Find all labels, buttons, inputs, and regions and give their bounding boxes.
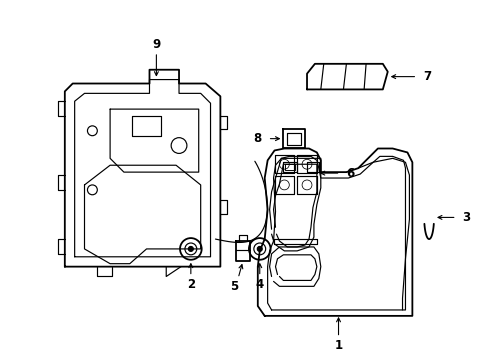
Text: 4: 4 [255, 278, 264, 291]
Text: 5: 5 [229, 280, 238, 293]
Text: 7: 7 [422, 70, 430, 83]
Text: 6: 6 [346, 167, 354, 180]
Circle shape [188, 247, 193, 251]
Text: 9: 9 [152, 38, 160, 51]
Circle shape [257, 247, 262, 251]
Text: 8: 8 [253, 132, 262, 145]
Text: 3: 3 [462, 211, 469, 224]
Text: 2: 2 [186, 278, 195, 291]
Text: 1: 1 [334, 339, 342, 352]
